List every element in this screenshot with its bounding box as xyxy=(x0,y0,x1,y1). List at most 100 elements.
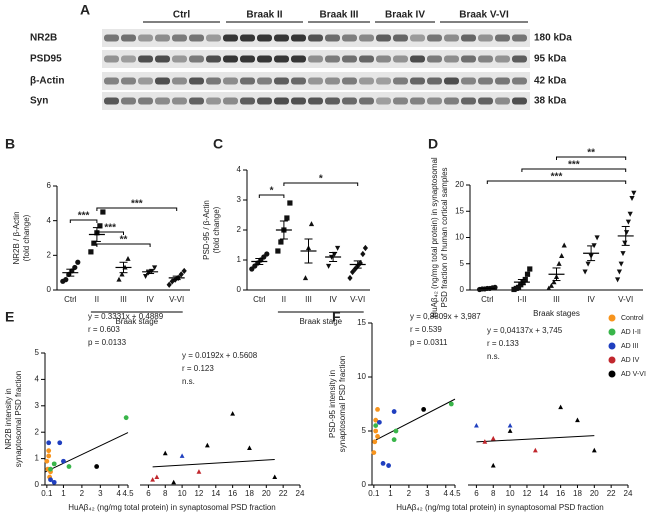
point xyxy=(490,462,496,468)
panel-label: B xyxy=(5,136,15,152)
point xyxy=(448,401,454,407)
point xyxy=(154,474,160,479)
significance-bracket xyxy=(486,180,627,184)
point xyxy=(46,448,52,454)
point xyxy=(507,422,513,428)
x-tick-label: IV xyxy=(587,295,595,304)
band xyxy=(308,34,323,42)
point xyxy=(474,422,479,428)
point xyxy=(492,284,498,290)
band xyxy=(325,55,340,63)
group-label: Ctrl xyxy=(173,10,190,21)
band xyxy=(342,34,357,42)
point xyxy=(308,221,315,227)
x-tick-label: Ctrl xyxy=(253,295,266,304)
y-tick-label: 0 xyxy=(237,285,242,294)
point xyxy=(618,261,624,267)
fit-line xyxy=(44,432,129,473)
point xyxy=(624,230,630,236)
band xyxy=(478,55,493,63)
band xyxy=(138,97,153,105)
point xyxy=(375,407,380,412)
y-axis-label: HuAβ₄₂ (ng/mg total protein) in synaptos… xyxy=(430,157,439,318)
y-tick-label: 2 xyxy=(47,250,52,259)
x-tick-label: 18 xyxy=(573,489,582,498)
y-tick-label: 0 xyxy=(460,285,465,294)
x-tick-label: IV xyxy=(329,295,337,304)
point xyxy=(347,274,353,282)
x-tick-label: 20 xyxy=(262,489,271,498)
point xyxy=(116,276,122,282)
band xyxy=(444,34,459,42)
band xyxy=(478,77,493,85)
point xyxy=(371,450,377,455)
point xyxy=(558,404,564,410)
band xyxy=(172,55,187,63)
band xyxy=(512,77,527,85)
band xyxy=(121,77,136,85)
band xyxy=(121,34,136,42)
band xyxy=(138,55,153,63)
band xyxy=(342,55,357,63)
band xyxy=(376,77,391,85)
fit-equation: y = 0,04137x + 3,745 xyxy=(487,326,563,335)
band xyxy=(410,97,425,105)
band xyxy=(461,77,476,85)
band xyxy=(155,97,170,105)
x-tick-label: 0.1 xyxy=(41,489,53,498)
x-tick-label: 3 xyxy=(98,489,103,498)
significance-label: *** xyxy=(78,211,90,222)
significance-bracket xyxy=(96,231,124,235)
band xyxy=(138,77,153,85)
band xyxy=(495,97,510,105)
band xyxy=(376,55,391,63)
point xyxy=(527,266,533,272)
x-tick-label: 12 xyxy=(194,489,203,498)
point xyxy=(376,419,382,425)
y-tick-label: 4 xyxy=(237,165,242,174)
band xyxy=(308,77,323,85)
point xyxy=(119,271,125,277)
band xyxy=(104,77,119,85)
point xyxy=(373,417,379,423)
point xyxy=(524,271,531,277)
band xyxy=(427,34,442,42)
y-tick-label: 2 xyxy=(237,225,242,234)
band xyxy=(223,77,238,85)
point xyxy=(546,285,552,291)
point xyxy=(393,428,399,434)
y-tick-label: 5 xyxy=(362,426,367,435)
band xyxy=(410,77,425,85)
x-tick-label: II xyxy=(95,295,99,304)
x-tick-label: III xyxy=(553,295,560,304)
band xyxy=(427,55,442,63)
point xyxy=(349,268,356,276)
fit-line xyxy=(371,398,456,443)
y-tick-label: 15 xyxy=(357,318,366,327)
band xyxy=(189,55,204,63)
band xyxy=(240,97,255,105)
x-tick-label: 8 xyxy=(163,489,168,498)
group-label: Braak stage xyxy=(115,317,158,326)
band xyxy=(257,55,272,63)
x-axis-label: Braak stages xyxy=(533,309,580,318)
legend-swatch xyxy=(608,356,616,364)
point xyxy=(123,415,129,421)
point xyxy=(46,440,52,446)
legend-label: AD IV xyxy=(621,357,640,364)
band xyxy=(325,34,340,42)
x-axis-label: HuAβ₄₂ (ng/mg total protein) in synaptos… xyxy=(68,503,276,512)
point xyxy=(615,277,621,283)
x-axis-label: HuAβ₄₂ (ng/mg total protein) in synaptos… xyxy=(396,503,604,512)
point xyxy=(561,242,567,248)
band xyxy=(393,97,408,105)
point xyxy=(44,458,50,464)
x-tick-label: 12 xyxy=(522,489,531,498)
band xyxy=(461,97,476,105)
x-tick-label: 4.5 xyxy=(122,489,134,498)
point xyxy=(616,269,622,275)
fit-p: n.s. xyxy=(182,377,195,386)
fit-equation: y = 0,8809x + 3,987 xyxy=(410,312,481,321)
band xyxy=(461,34,476,42)
y-tick-label: 20 xyxy=(455,180,464,189)
